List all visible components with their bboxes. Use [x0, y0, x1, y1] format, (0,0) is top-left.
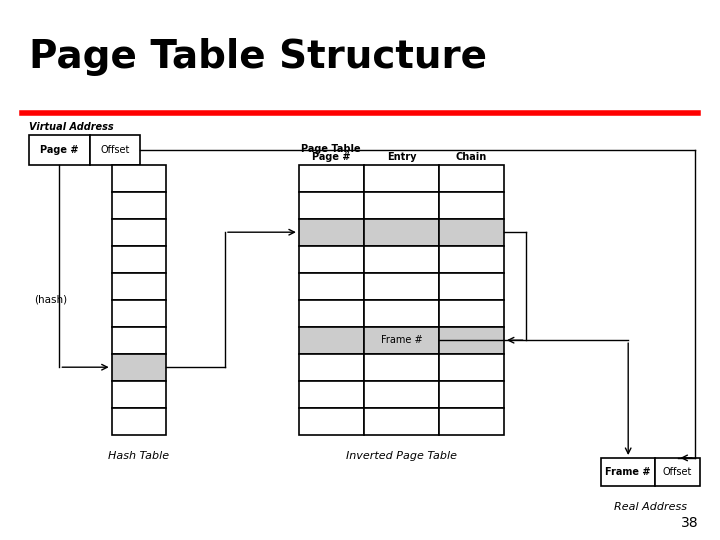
Text: Offset: Offset	[663, 467, 692, 477]
Text: Offset: Offset	[101, 145, 130, 155]
Bar	[655, 458, 700, 486]
Text: 38: 38	[681, 516, 698, 530]
Bar	[299, 408, 364, 435]
Bar	[299, 381, 364, 408]
Bar	[439, 327, 504, 354]
Bar	[112, 192, 166, 219]
Bar	[112, 246, 166, 273]
Bar	[112, 327, 166, 354]
Bar	[364, 273, 439, 300]
Bar	[439, 408, 504, 435]
Text: Real Address: Real Address	[614, 502, 687, 512]
Bar	[601, 458, 655, 486]
Bar	[29, 135, 90, 165]
Bar	[364, 327, 439, 354]
Bar	[439, 246, 504, 273]
Bar	[439, 219, 504, 246]
Bar	[299, 165, 364, 192]
Bar	[299, 273, 364, 300]
Bar	[112, 354, 166, 381]
Bar	[364, 300, 439, 327]
Text: Inverted Page Table: Inverted Page Table	[346, 451, 457, 461]
Text: Page #: Page #	[40, 145, 78, 155]
Bar	[439, 300, 504, 327]
Bar	[299, 246, 364, 273]
Bar	[439, 192, 504, 219]
Text: Page #: Page #	[312, 152, 351, 162]
Bar	[299, 300, 364, 327]
Text: Hash Table: Hash Table	[108, 451, 169, 461]
Bar	[90, 135, 140, 165]
Bar	[364, 192, 439, 219]
Text: (hash): (hash)	[34, 295, 67, 305]
Bar	[439, 165, 504, 192]
Bar	[439, 381, 504, 408]
Bar	[112, 165, 166, 192]
Text: Page Table: Page Table	[302, 144, 361, 154]
Bar	[439, 273, 504, 300]
Text: Chain: Chain	[456, 152, 487, 162]
Bar	[112, 273, 166, 300]
Bar	[112, 408, 166, 435]
Bar	[112, 381, 166, 408]
Bar	[112, 219, 166, 246]
Bar	[364, 246, 439, 273]
Bar	[112, 300, 166, 327]
Text: Frame #: Frame #	[606, 467, 651, 477]
Bar	[364, 408, 439, 435]
Bar	[364, 219, 439, 246]
Bar	[299, 192, 364, 219]
Text: Page Table Structure: Page Table Structure	[29, 38, 487, 76]
Bar	[299, 354, 364, 381]
Text: Entry: Entry	[387, 152, 416, 162]
Bar	[439, 354, 504, 381]
Text: Virtual Address: Virtual Address	[29, 122, 114, 132]
Bar	[364, 354, 439, 381]
Text: Frame #: Frame #	[381, 335, 422, 345]
Bar	[364, 381, 439, 408]
Bar	[299, 327, 364, 354]
Bar	[364, 165, 439, 192]
Bar	[299, 219, 364, 246]
